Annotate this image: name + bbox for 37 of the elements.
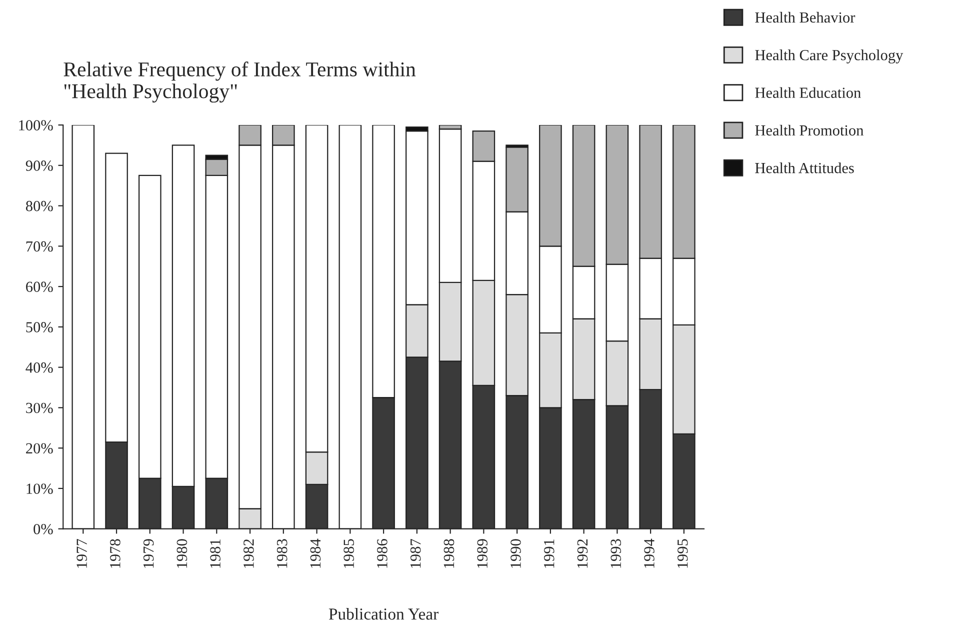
x-tick-label: 1983	[276, 539, 288, 568]
legend-label: Health Attitudes	[755, 162, 854, 174]
legend-label: Health Promotion	[755, 124, 864, 136]
x-tick-label: 1986	[377, 539, 388, 568]
y-tick-label: 20%	[26, 443, 53, 454]
x-tick-label: 1982	[244, 539, 254, 568]
y-tick-label: 80%	[26, 200, 53, 212]
x-tick-label: 1990	[510, 539, 521, 568]
x-tick-label: 1979	[143, 539, 154, 568]
x-tick-label: 1987	[410, 538, 421, 568]
y-tick-label: 70%	[26, 241, 53, 252]
legend-label: Health Education	[755, 87, 861, 98]
legend-label: Health Care Psychology	[755, 50, 904, 64]
y-tick-label: 100%	[19, 120, 53, 130]
x-tick-label: 1992	[577, 539, 588, 568]
x-tick-label: 1995	[678, 539, 688, 568]
legend-label: Health Behavior	[755, 12, 856, 23]
y-tick-label: 30%	[26, 402, 53, 414]
x-tick-label: 1984	[310, 538, 321, 568]
x-tick-label: 1989	[477, 539, 488, 568]
x-tick-label: 1985	[344, 539, 354, 568]
x-tick-label: 1977	[76, 538, 87, 568]
y-tick-label: 0%	[34, 524, 53, 534]
x-tick-label: 1993	[610, 539, 622, 568]
y-tick-label: 50%	[26, 322, 53, 332]
x-tick-label: 1991	[544, 539, 554, 568]
y-tick-label: 40%	[26, 362, 53, 373]
chart-title: Relative Frequency of Index Terms within "Health Psychology"	[64, 62, 416, 103]
x-tick-label: 1994	[644, 538, 654, 568]
x-tick-label: 1988	[444, 539, 454, 568]
x-axis-title: Publication Year	[328, 608, 438, 620]
y-tick-label: 10%	[26, 484, 53, 494]
y-tick-label: 60%	[26, 282, 53, 292]
y-tick-label: 90%	[26, 160, 53, 171]
x-tick-label: 1981	[210, 539, 220, 568]
x-tick-label: 1978	[110, 539, 120, 568]
x-tick-label: 1980	[176, 539, 188, 568]
